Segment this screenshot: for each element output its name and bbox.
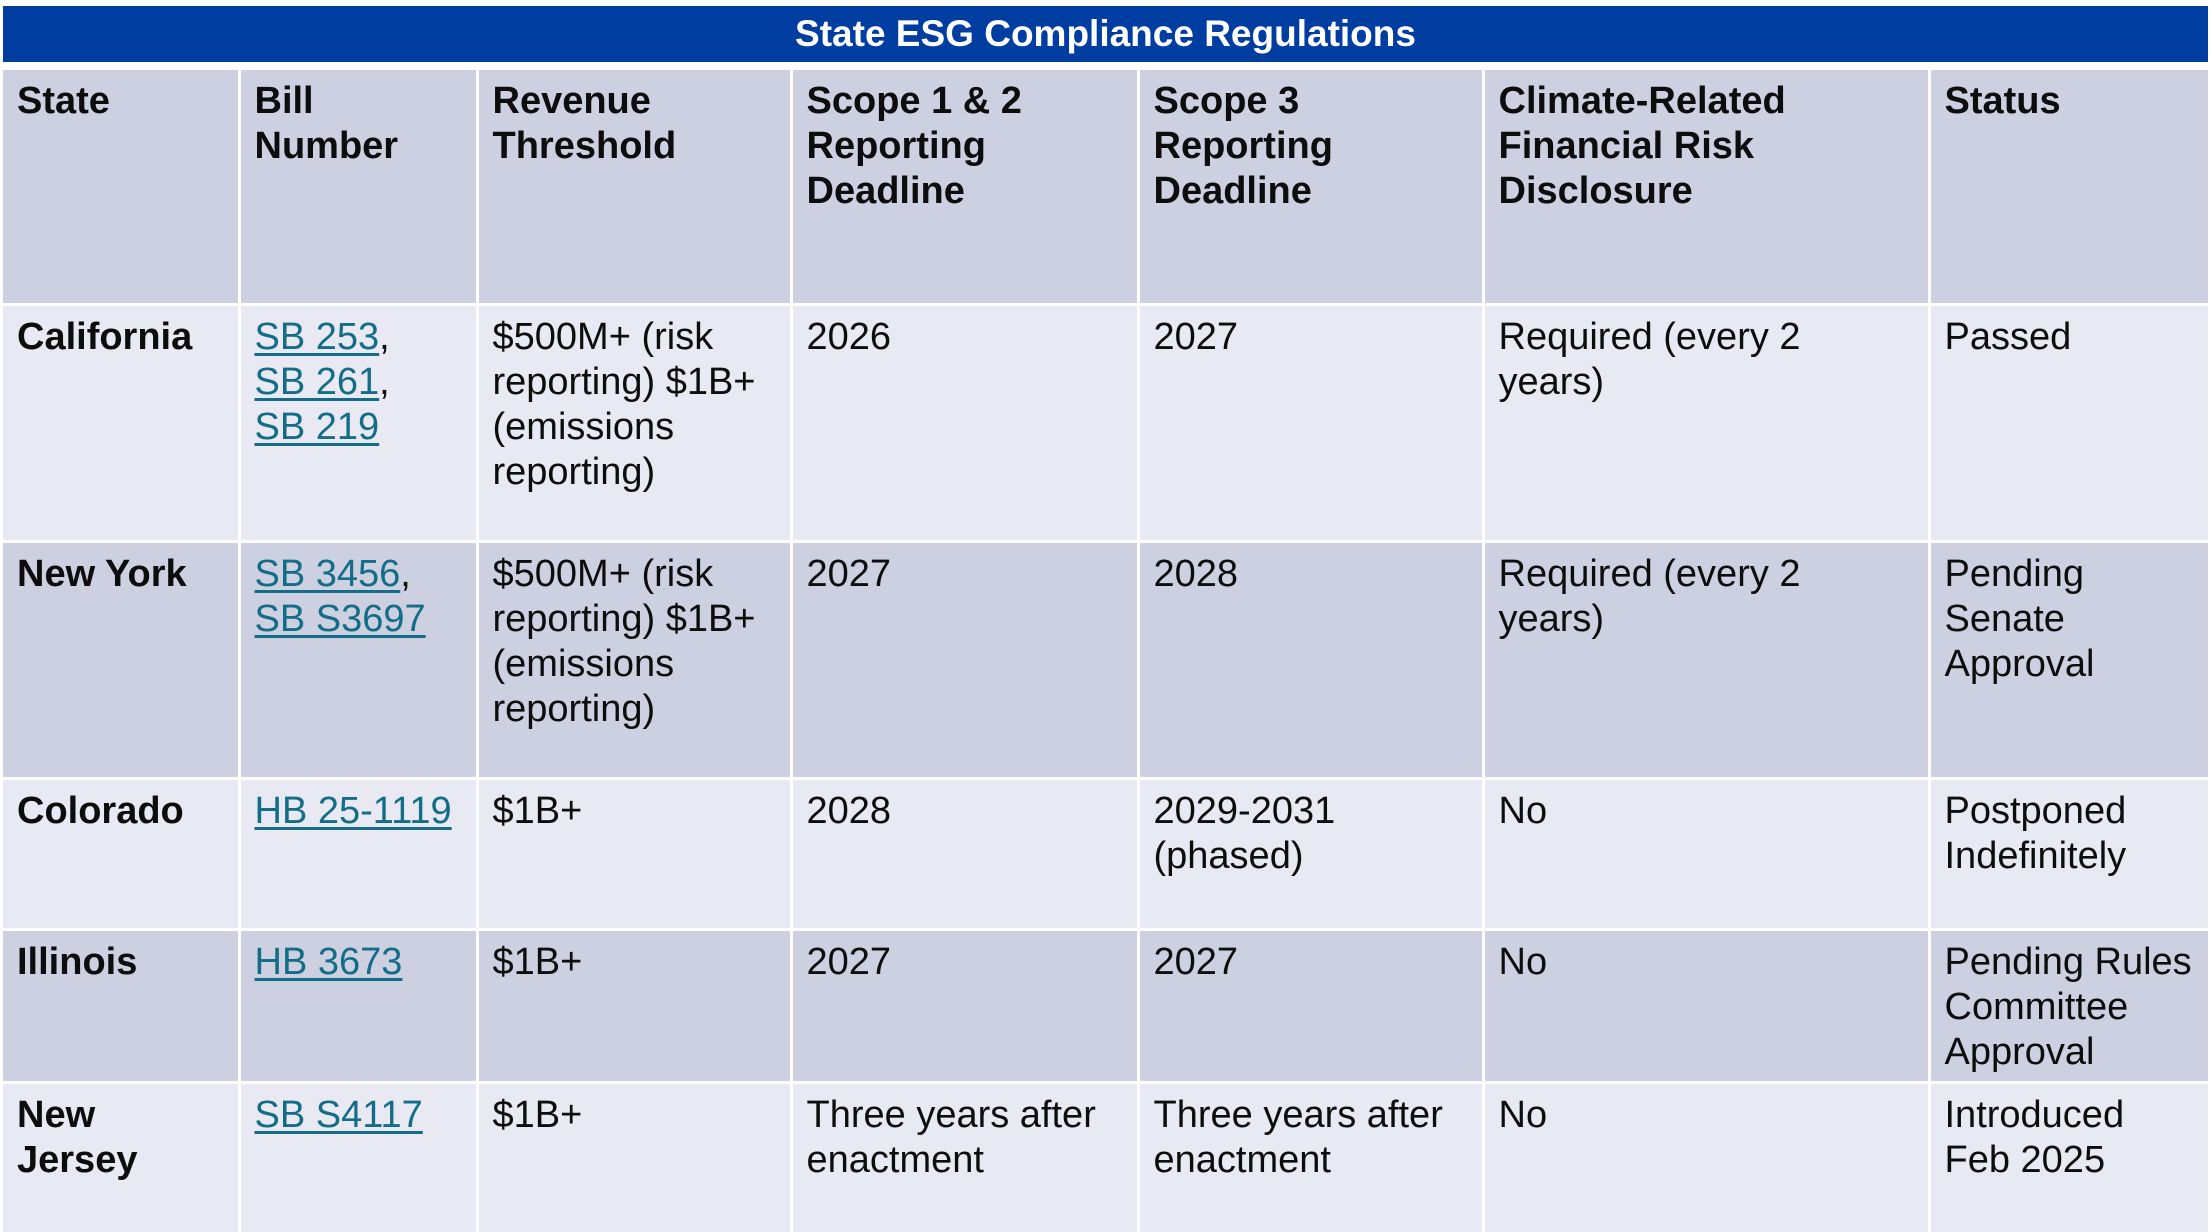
threshold-cell: $500M+ (risk reporting) $1B+ (emissions …: [475, 303, 791, 542]
bill-separator: ,: [379, 316, 390, 358]
scope3-cell: 2027: [1136, 303, 1483, 542]
risk-cell: No: [1481, 928, 1929, 1083]
risk-cell: No: [1481, 1081, 1929, 1232]
scope3-cell: Three years after enactment: [1136, 1081, 1483, 1232]
bill-link[interactable]: SB 3456: [254, 553, 401, 595]
status-cell: Introduced Feb 2025: [1927, 1081, 2208, 1232]
status-cell: Passed: [1927, 303, 2208, 542]
regulations-table: State Bill Number Revenue Threshold Scop…: [3, 67, 2208, 1232]
state-cell: California: [3, 303, 239, 542]
bill-separator: ,: [400, 553, 411, 595]
risk-cell: Required (every 2 years): [1481, 303, 1929, 542]
bill-separator: ,: [379, 361, 390, 403]
bill-cell: SB 3456, SB S3697: [237, 540, 477, 779]
scope12-cell: 2027: [789, 540, 1138, 779]
state-cell: Illinois: [3, 928, 239, 1083]
scope12-cell: 2027: [789, 928, 1138, 1083]
bill-cell: SB S4117: [237, 1081, 477, 1232]
bill-link[interactable]: SB 253: [254, 316, 380, 358]
threshold-cell: $1B+: [475, 928, 791, 1083]
scope12-cell: 2028: [789, 777, 1138, 930]
header-scope12-deadline: Scope 1 & 2 Reporting Deadline: [789, 67, 1138, 305]
table-row: California SB 253, SB 261, SB 219 $500M+ (…: [3, 303, 2208, 542]
table-row: New York SB 3456, SB S3697 $500M+ (risk r…: [3, 540, 2208, 779]
threshold-cell: $1B+: [475, 1081, 791, 1232]
bill-link[interactable]: SB S3697: [254, 598, 426, 640]
table-row: New Jersey SB S4117 $1B+ Three years aft…: [3, 1081, 2208, 1232]
scope3-cell: 2027: [1136, 928, 1483, 1083]
scope12-cell: 2026: [789, 303, 1138, 542]
header-risk-disclosure: Climate-Related Financial Risk Disclosur…: [1481, 67, 1929, 305]
bill-link[interactable]: HB 3673: [254, 941, 403, 983]
header-state: State: [3, 67, 239, 305]
bill-link[interactable]: SB 219: [254, 406, 380, 448]
state-cell: New Jersey: [3, 1081, 239, 1232]
bill-link[interactable]: HB 25-1119: [254, 790, 452, 832]
scope12-cell: Three years after enactment: [789, 1081, 1138, 1232]
threshold-cell: $500M+ (risk reporting) $1B+ (emissions …: [475, 540, 791, 779]
state-cell: New York: [3, 540, 239, 779]
bill-cell: HB 25-1119: [237, 777, 477, 930]
bill-link[interactable]: SB S4117: [254, 1094, 423, 1136]
header-status: Status: [1927, 67, 2208, 305]
table-row: Colorado HB 25-1119 $1B+ 2028 2029-2031 …: [3, 777, 2208, 930]
table-row: Illinois HB 3673 $1B+ 2027 2027 No Pendi…: [3, 928, 2208, 1083]
bill-cell: SB 253, SB 261, SB 219: [237, 303, 477, 542]
risk-cell: Required (every 2 years): [1481, 540, 1929, 779]
regulations-sheet: State ESG Compliance Regulations State B…: [3, 6, 2208, 1232]
risk-cell: No: [1481, 777, 1929, 930]
table-title: State ESG Compliance Regulations: [3, 6, 2208, 62]
header-scope3-deadline: Scope 3 Reporting Deadline: [1136, 67, 1483, 305]
scope3-cell: 2028: [1136, 540, 1483, 779]
bill-link[interactable]: SB 261: [254, 361, 380, 403]
bill-cell: HB 3673: [237, 928, 477, 1083]
status-cell: Pending Rules Committee Approval: [1927, 928, 2208, 1083]
threshold-cell: $1B+: [475, 777, 791, 930]
header-row: State Bill Number Revenue Threshold Scop…: [3, 67, 2208, 305]
scope3-cell: 2029-2031 (phased): [1136, 777, 1483, 930]
header-revenue-threshold: Revenue Threshold: [475, 67, 791, 305]
status-cell: Pending Senate Approval: [1927, 540, 2208, 779]
status-cell: Postponed Indefinitely: [1927, 777, 2208, 930]
state-cell: Colorado: [3, 777, 239, 930]
header-bill-number: Bill Number: [237, 67, 477, 305]
